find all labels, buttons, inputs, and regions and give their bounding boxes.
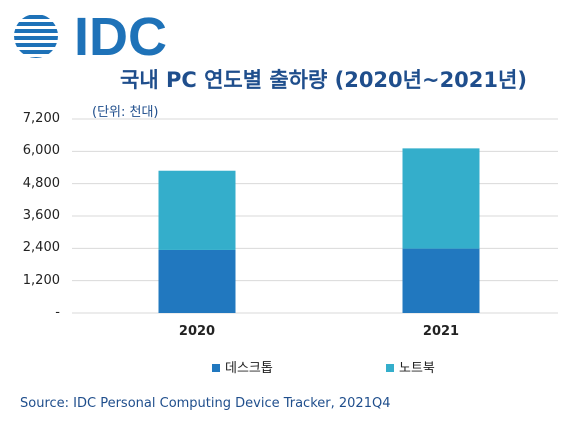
y-tick-label: 2,400 (22, 240, 60, 256)
y-tick-label: - (55, 305, 60, 320)
globe-icon (14, 15, 58, 58)
y-tick-label: 4,800 (22, 175, 60, 191)
legend-label-notebook: 노트북 (399, 361, 435, 376)
source-note: Source: IDC Personal Computing Device Tr… (20, 396, 391, 411)
x-tick-label: 2020 (178, 324, 216, 339)
y-tick-label: 7,200 (22, 111, 60, 126)
y-tick-label: 3,600 (22, 208, 60, 223)
logo-text: IDC (74, 7, 167, 67)
y-tick-label: 6,000 (22, 143, 60, 159)
legend-label-desktop: 데스크톱 (225, 361, 273, 376)
unit-label: (단위: 천대) (92, 105, 159, 120)
x-tick-label: 2021 (422, 324, 460, 339)
chart-title: 국내 PC 연도별 출하량 (2020년~2021년) (120, 68, 527, 92)
legend-item-desktop: 데스크톱 (212, 357, 273, 376)
bar-desktop-2021 (402, 248, 480, 313)
legend-swatch-notebook (386, 363, 394, 372)
bar-notebook-2020 (158, 170, 236, 250)
legend-swatch-desktop (212, 363, 220, 372)
legend-item-notebook: 노트북 (386, 357, 435, 376)
y-tick-label: 1,200 (22, 272, 60, 288)
bar-desktop-2020 (158, 249, 236, 313)
bar-notebook-2021 (402, 148, 480, 249)
